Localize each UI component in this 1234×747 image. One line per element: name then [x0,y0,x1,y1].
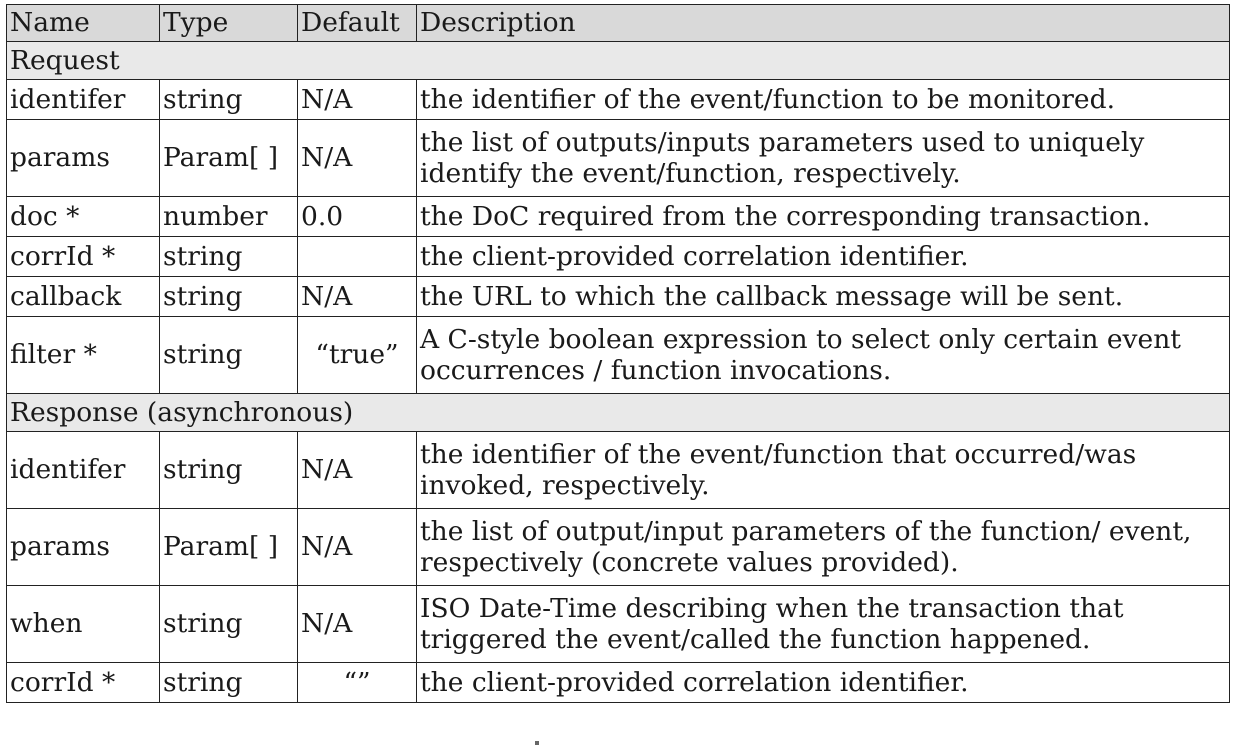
section-title: Response (asynchronous) [6,393,1230,432]
parameters-table: Name Type Default Description Request ide… [6,4,1230,703]
section-row: Request [6,41,1230,80]
param-default: N/A [297,79,417,120]
param-name: corrId * [6,236,160,277]
param-description: ISO Date-Time describing when the transa… [416,585,1230,663]
param-type: string [159,585,298,663]
table-row: identifer string N/A the identifier of the … [6,431,1230,509]
param-default: “true” [297,316,417,394]
param-description: the identifier of the event/function to … [416,79,1230,120]
param-default [297,236,417,277]
header-description: Description [416,4,1230,42]
param-type: string [159,431,298,509]
param-type: string [159,662,298,703]
param-description: the list of outputs/inputs parameters us… [416,119,1230,197]
param-default: 0.0 [297,196,417,237]
param-type: Param[ ] [159,508,298,586]
param-type: number [159,196,298,237]
param-name: filter * [6,316,160,394]
param-default: N/A [297,276,417,317]
param-description: the URL to which the callback message wi… [416,276,1230,317]
table-row: params Param[ ] N/A the list of outputs/inp… [6,119,1230,197]
header-name: Name [6,4,160,42]
header-default: Default [297,4,417,42]
param-type: string [159,236,298,277]
param-default: N/A [297,119,417,197]
param-description: the identifier of the event/function tha… [416,431,1230,509]
param-name: identifer [6,79,160,120]
param-type: string [159,316,298,394]
param-type: string [159,79,298,120]
param-description: the client-provided correlation identifi… [416,236,1230,277]
table-row: corrId * string “” the client-provided corr… [6,662,1230,703]
table-body: Request identifer string N/A the identifier … [6,41,1230,703]
table-row: doc * number 0.0 the DoC required from the … [6,196,1230,237]
param-name: identifer [6,431,160,509]
param-name: corrId * [6,662,160,703]
param-name: params [6,508,160,586]
table-header-row: Name Type Default Description [6,4,1230,42]
section-row: Response (asynchronous) [6,393,1230,432]
param-name: params [6,119,160,197]
param-description: the client-provided correlation identifi… [416,662,1230,703]
param-name: doc * [6,196,160,237]
param-description: A C-style boolean expression to select o… [416,316,1230,394]
param-name: when [6,585,160,663]
table-row: when string N/A ISO Date-Time describing wh… [6,585,1230,663]
table-row: identifer string N/A the identifier of the … [6,79,1230,120]
table-row: filter * string “true” A C-style boolean ex… [6,316,1230,394]
table-row: params Param[ ] N/A the list of output/inpu… [6,508,1230,586]
table-row: callback string N/A the URL to which the ca… [6,276,1230,317]
section-title: Request [6,41,1230,80]
param-description: the list of output/input parameters of t… [416,508,1230,586]
param-type: string [159,276,298,317]
param-description: the DoC required from the corresponding … [416,196,1230,237]
param-default: N/A [297,585,417,663]
header-type: Type [159,4,298,42]
table-row: corrId * string the client-provided correl… [6,236,1230,277]
param-default: N/A [297,431,417,509]
param-type: Param[ ] [159,119,298,197]
footer-mark [535,741,539,745]
param-default: N/A [297,508,417,586]
param-default: “” [297,662,417,703]
param-name: callback [6,276,160,317]
